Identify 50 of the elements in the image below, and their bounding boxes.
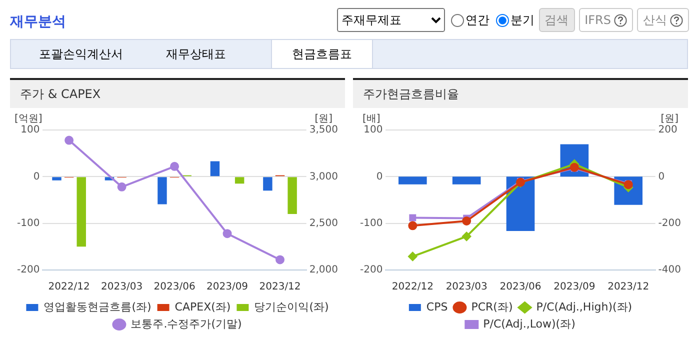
x-tick-label: 2022/12	[48, 282, 90, 293]
legend-label: PCR(좌)	[471, 300, 513, 314]
y-tick-label: -200	[360, 264, 383, 276]
y2-tick-label: -400	[658, 264, 682, 276]
y-tick-label: -100	[360, 218, 383, 229]
x-tick-label: 2023/12	[259, 282, 301, 293]
text: 재무상태표	[165, 46, 227, 63]
text: 포괄손익계산서	[38, 46, 124, 63]
y2-tick-label: 3,500	[309, 124, 338, 136]
legend-label: 당기순이익(좌)	[254, 300, 329, 314]
y2-tick-label: 3,000	[309, 171, 338, 182]
x-tick-label: 2023/12	[608, 282, 650, 293]
y-tick-label: -200	[16, 264, 40, 276]
x-tick-label: 2023/09	[554, 282, 596, 293]
legend-label: 보통주.수정주가(기말)	[130, 317, 242, 330]
y2-tick-label: 2,000	[309, 264, 338, 276]
chart-title: 주가현금흐름비율	[353, 78, 688, 108]
text: 연간	[464, 12, 490, 28]
y2-tick-label: -200	[658, 218, 682, 229]
x-tick-label: 2023/06	[154, 282, 196, 293]
x-tick-label: 2023/06	[500, 282, 542, 293]
text: 현금흐름표	[271, 39, 373, 68]
y2-tick-label: 200	[658, 124, 678, 136]
x-tick-label: 2023/03	[101, 282, 143, 293]
y-tick-label: 0	[376, 171, 383, 182]
y-axis-title: [배]	[362, 114, 380, 125]
y-tick-label: -100	[16, 218, 40, 229]
chart-title: 주가 & CAPEX	[10, 78, 345, 108]
y2-axis-title: [원]	[660, 114, 679, 125]
y-tick-label: 100	[364, 124, 383, 136]
y2-tick-label: 2,500	[309, 218, 338, 229]
text: 산식	[637, 8, 689, 32]
text: 검색	[538, 8, 575, 32]
x-tick-label: 2023/09	[206, 282, 248, 293]
text: 재무분석	[10, 13, 66, 31]
legend-label: CAPEX(좌)	[174, 300, 231, 314]
legend-label: CPS	[426, 300, 448, 314]
legend-label: P/C(Adj.,High)(좌)	[536, 300, 632, 314]
y-axis-title: [억원]	[14, 114, 42, 125]
y2-tick-label: 0	[658, 171, 665, 182]
legend-label: 영업활동현금흐름(좌)	[44, 300, 152, 314]
legend-label: P/C(Adj.,Low)(좌)	[483, 317, 576, 330]
y-tick-label: 100	[20, 124, 40, 136]
text: 분기	[510, 12, 535, 28]
y2-axis-title: [원]	[314, 114, 333, 125]
text: IFRS	[578, 8, 633, 32]
x-tick-label: 2022/12	[392, 282, 434, 293]
x-tick-label: 2023/03	[446, 282, 488, 293]
text: 주재무제표	[336, 8, 445, 32]
y-tick-label: 0	[33, 171, 40, 182]
